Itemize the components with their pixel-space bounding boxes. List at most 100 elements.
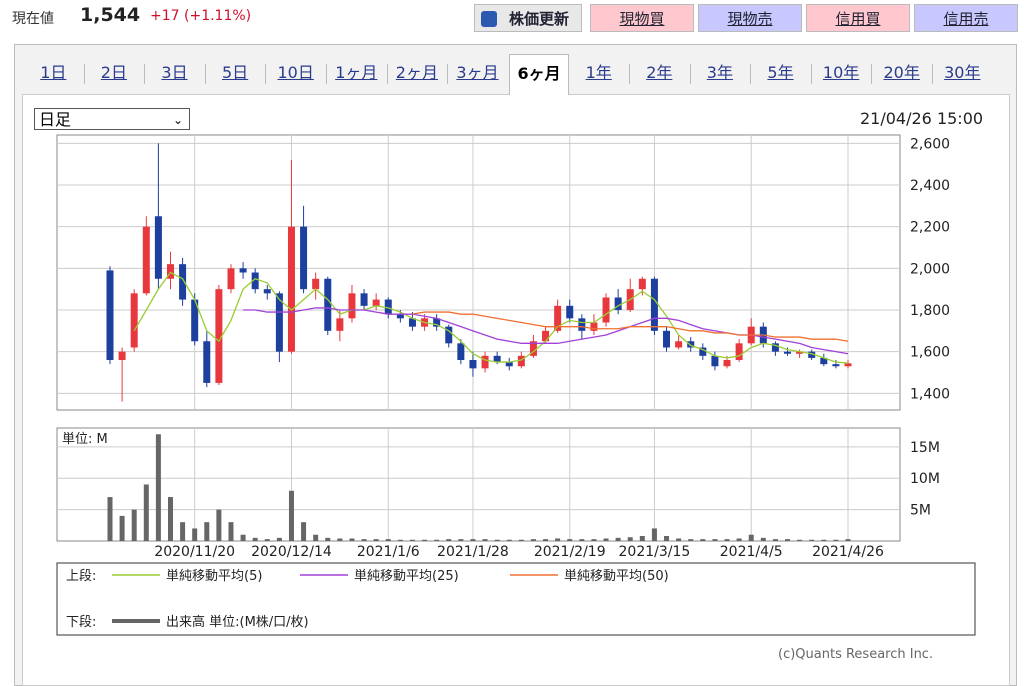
refresh-icon (481, 11, 497, 27)
moving-average-line (133, 271, 849, 364)
period-tab[interactable]: 3年 (706, 63, 733, 82)
volume-bar (325, 537, 331, 541)
tab-separator (689, 64, 691, 84)
volume-bar (700, 539, 706, 541)
period-tab[interactable]: 1ヶ月 (335, 63, 378, 82)
candle-body (179, 264, 187, 300)
legend-label: 単純移動平均(50) (564, 568, 669, 584)
candle-body (675, 341, 683, 348)
button[interactable]: 株価更新 (474, 4, 582, 32)
candle-body (554, 305, 562, 331)
volume-bar (167, 497, 173, 541)
candle-body (844, 363, 852, 367)
candle-body (348, 293, 356, 319)
x-tick-label: 2020/12/14 (251, 544, 332, 560)
period-tab[interactable]: 20年 (883, 63, 920, 82)
candle-body (372, 299, 380, 306)
volume-bar (506, 539, 512, 541)
y-tick-label: 5M (910, 503, 931, 519)
volume-bar (627, 537, 633, 541)
candle-body (239, 268, 247, 273)
candle-body (203, 341, 211, 383)
volume-bar (180, 522, 186, 541)
tab-separator (204, 64, 206, 84)
period-tab[interactable]: 30年 (944, 63, 981, 82)
change-pct: (+1.11%) (184, 8, 252, 24)
period-tab[interactable]: 1年 (585, 63, 612, 82)
period-tab[interactable]: 2日 (100, 63, 127, 82)
period-tab[interactable]: 3日 (161, 63, 188, 82)
candle-body (602, 297, 610, 323)
volume-bar (276, 537, 282, 541)
candle-body (118, 351, 126, 360)
tab-separator (629, 64, 630, 84)
candle-body (275, 293, 283, 352)
period-tab[interactable]: 10日 (277, 63, 314, 82)
candle-body (300, 226, 308, 290)
candle-body (614, 297, 622, 310)
x-tick-label: 2021/2/19 (534, 544, 606, 560)
x-tick-label: 2021/1/28 (437, 544, 509, 560)
y-tick-label: 1,800 (910, 303, 950, 319)
candle-body (808, 351, 816, 358)
period-tab[interactable]: 2年 (646, 63, 673, 82)
candle-body (735, 343, 743, 360)
button[interactable]: 現物売 (698, 4, 802, 32)
tab-separator (932, 64, 933, 84)
volume-bar (664, 535, 670, 541)
timestamp: 21/04/26 15:00 (860, 109, 984, 128)
volume-bar (361, 539, 367, 541)
candle-body (396, 314, 404, 319)
volume-bar (337, 538, 343, 541)
select-text: 日足 (39, 110, 72, 129)
candle-body (578, 318, 586, 331)
copyright: (c)Quants Research Inc. (778, 647, 934, 662)
volume-bar (833, 539, 839, 541)
candle-body (796, 351, 804, 354)
volume-bar (724, 539, 730, 541)
button[interactable]: 現物買 (590, 4, 694, 32)
button[interactable]: 信用買 (806, 4, 910, 32)
volume-bar (676, 538, 682, 541)
y-tick-label: 15M (910, 440, 940, 456)
candle-body (287, 226, 295, 352)
candle-body (663, 330, 671, 348)
volume-bar (301, 522, 307, 541)
volume-bar (470, 539, 476, 541)
tab-separator (447, 64, 449, 84)
candle-body (191, 299, 199, 342)
tab-separator (83, 64, 85, 84)
y-tick-label: 2,600 (910, 136, 950, 152)
candle-body (590, 322, 598, 331)
legend-prefix: 上段: (66, 569, 96, 584)
candle-body (469, 360, 477, 369)
legend-label: 出来高 単位:(M株/口/枚) (166, 614, 309, 630)
candle-body (142, 226, 150, 294)
period-tab[interactable]: 3ヶ月 (456, 63, 499, 82)
volume-bar (821, 539, 827, 541)
period-tab[interactable]: 2ヶ月 (395, 63, 438, 82)
volume-bar (482, 539, 488, 541)
volume-unit: 単位: M (62, 431, 108, 447)
period-tab[interactable]: 1日 (40, 63, 67, 82)
volume-bar (543, 539, 549, 541)
volume-bar (107, 497, 113, 541)
volume-bar (603, 538, 609, 541)
y-tick-label: 1,600 (910, 345, 950, 361)
volume-bar (639, 535, 645, 541)
period-tab[interactable]: 5年 (767, 63, 794, 82)
volume-bar (216, 509, 222, 541)
volume-bar (651, 528, 657, 541)
candle-body (215, 289, 223, 383)
period-tab[interactable]: 6ヶ月 (508, 54, 570, 95)
period-tab[interactable]: 10年 (822, 63, 860, 82)
period-select[interactable]: 日足 ⌄ (34, 108, 190, 130)
candle-body (384, 299, 392, 315)
button[interactable]: 信用売 (914, 4, 1018, 32)
period-tab[interactable]: 5日 (222, 63, 249, 82)
y-tick-label: 2,400 (910, 178, 950, 194)
tab-separator (144, 64, 146, 84)
volume-bar (131, 509, 137, 541)
candle-body (312, 278, 320, 290)
volume-bar (736, 538, 742, 541)
